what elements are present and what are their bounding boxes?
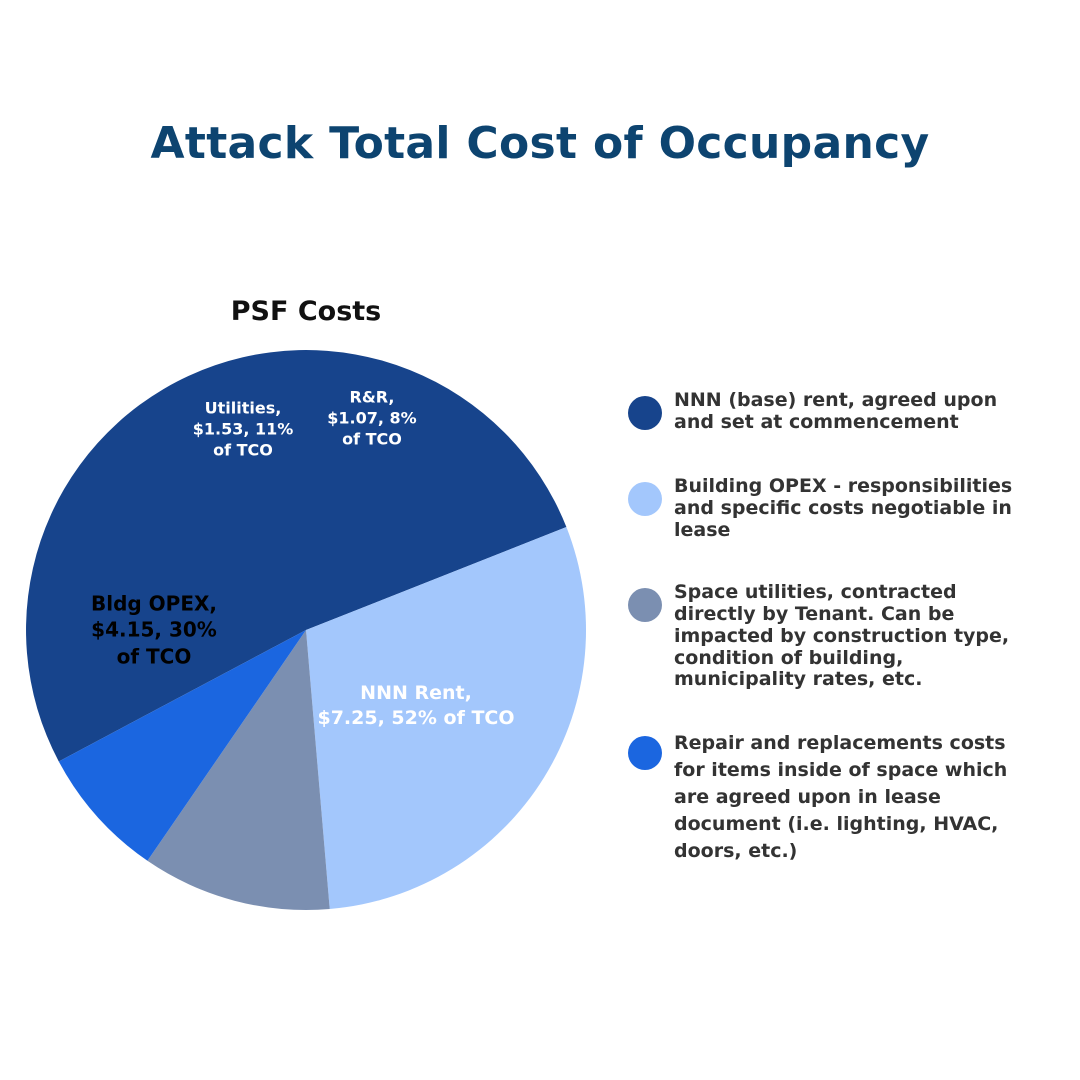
legend-text-opex: Building OPEX - responsibilities and spe… bbox=[674, 475, 1013, 541]
pie-slice-opex bbox=[306, 527, 587, 909]
legend-text-rr: Repair and replacements costs for items … bbox=[674, 732, 1008, 862]
chart-title: PSF Costs bbox=[230, 296, 382, 327]
legend-swatch-opex bbox=[628, 482, 662, 516]
legend-text-nnn: NNN (base) rent, agreed upon and set at … bbox=[674, 389, 998, 433]
legend-swatch-nnn bbox=[628, 396, 662, 430]
legend-swatch-utilities bbox=[628, 588, 662, 622]
slice-label-nnn: NNN Rent, $7.25, 52% of TCO bbox=[317, 681, 515, 729]
slice-label-utilities: Utilities, $1.53, 11% of TCO bbox=[192, 398, 294, 460]
legend-swatch-rr bbox=[628, 736, 662, 770]
pie-slice-utilities bbox=[147, 630, 330, 910]
slice-label-rr: R&R, $1.07, 8% of TCO bbox=[327, 387, 417, 449]
pie-slice-rr bbox=[58, 630, 306, 861]
page-title: Attack Total Cost of Occupancy bbox=[150, 118, 930, 169]
slice-label-opex: Bldg OPEX, $4.15, 30% of TCO bbox=[90, 591, 218, 669]
legend-text-utilities: Space utilities, contracted directly by … bbox=[674, 581, 1010, 691]
pie-slice-nnn bbox=[26, 350, 567, 762]
